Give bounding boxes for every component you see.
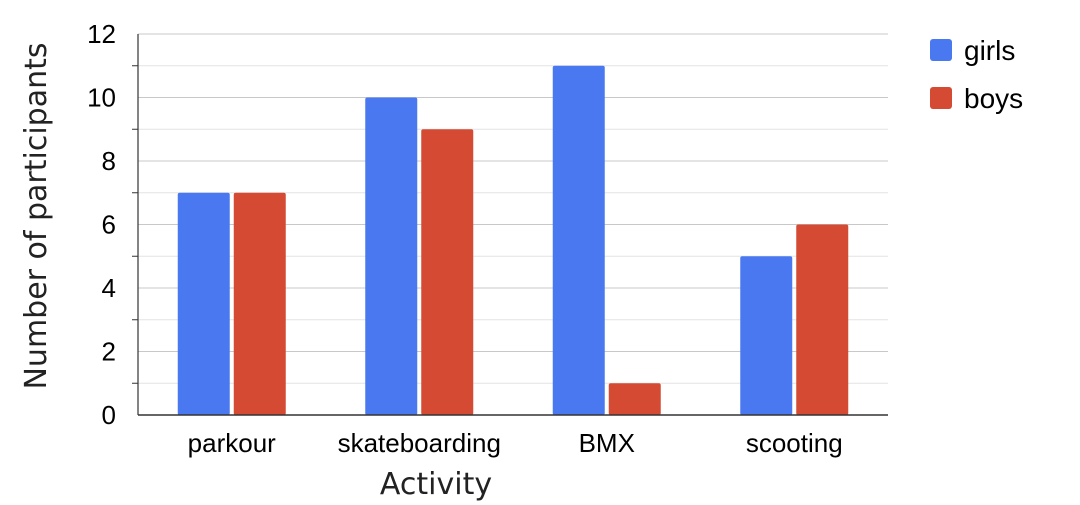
y-tick-label: 6 xyxy=(102,210,116,240)
y-tick-label: 12 xyxy=(87,19,116,49)
bar-boys-BMX xyxy=(608,383,661,415)
x-axis-label: Activity xyxy=(380,467,492,502)
x-tick-label: skateboarding xyxy=(338,428,501,458)
bar-boys-parkour xyxy=(233,192,286,415)
x-axis: parkour skateboarding BMX scooting xyxy=(138,414,888,458)
x-tick-label: BMX xyxy=(579,428,635,458)
bars xyxy=(177,65,849,415)
legend-label-boys: boys xyxy=(964,83,1023,114)
bar-girls-scooting xyxy=(740,256,793,415)
y-axis-label: Number of participants xyxy=(19,42,54,389)
legend: girls boys xyxy=(930,35,1023,114)
x-tick-label: parkour xyxy=(188,428,276,458)
x-tick-label: scooting xyxy=(746,428,843,458)
y-tick-label: 4 xyxy=(102,273,116,303)
bar-boys-skateboarding xyxy=(421,129,474,415)
legend-swatch-boys xyxy=(930,87,952,109)
y-axis: 0 2 4 6 8 10 12 xyxy=(87,19,139,430)
bar-girls-skateboarding xyxy=(365,97,418,415)
y-tick-label: 8 xyxy=(102,146,116,176)
y-tick-label: 2 xyxy=(102,337,116,367)
bar-boys-scooting xyxy=(796,224,849,415)
y-tick-label: 0 xyxy=(102,400,116,430)
bar-girls-BMX xyxy=(552,65,605,415)
y-tick-label: 10 xyxy=(87,83,116,113)
legend-label-girls: girls xyxy=(964,35,1015,66)
legend-swatch-girls xyxy=(930,39,952,61)
bar-girls-parkour xyxy=(177,192,230,415)
